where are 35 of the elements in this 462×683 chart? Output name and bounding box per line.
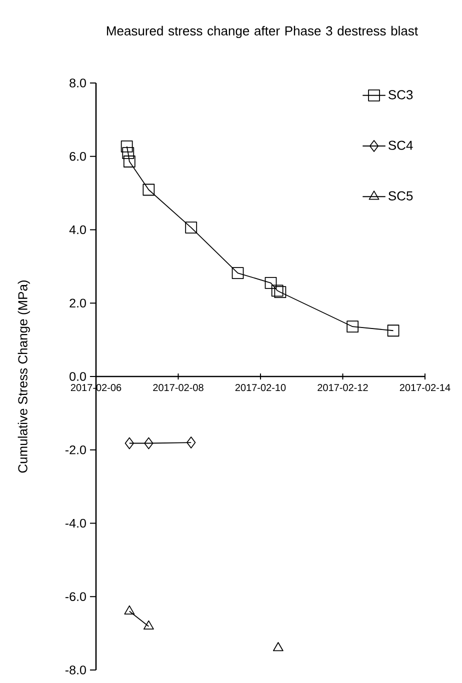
point bbox=[274, 286, 286, 298]
legend-label: SC5 bbox=[388, 191, 413, 200]
point bbox=[144, 437, 154, 450]
point bbox=[142, 184, 155, 196]
point bbox=[122, 147, 134, 160]
legend-label: SC3 bbox=[388, 90, 413, 100]
y-tick-label: -2.0 bbox=[65, 445, 86, 454]
y-tick-label: 2.0 bbox=[70, 298, 86, 308]
legend-label: SC4 bbox=[388, 140, 413, 150]
y-tick-label: -8.0 bbox=[65, 666, 86, 674]
point bbox=[143, 620, 154, 630]
y-tick-label: 8.0 bbox=[70, 78, 86, 88]
y-tick-label: -4.0 bbox=[65, 518, 86, 528]
point bbox=[120, 140, 133, 152]
chart-title: Measured stress change after Phase 3 destress blast bbox=[106, 26, 418, 38]
y-tick-label: 0.0 bbox=[70, 372, 86, 381]
point bbox=[346, 320, 359, 333]
point bbox=[271, 284, 284, 297]
point bbox=[232, 267, 244, 279]
x-tick-label: 2017-02-08 bbox=[153, 384, 204, 392]
point bbox=[387, 324, 400, 337]
point bbox=[185, 222, 198, 234]
x-tick-label: 2017-02-10 bbox=[235, 384, 286, 392]
point bbox=[124, 605, 135, 614]
point bbox=[124, 437, 134, 450]
point bbox=[123, 156, 136, 168]
x-tick-label: 2017-02-12 bbox=[318, 384, 368, 392]
point bbox=[264, 276, 277, 289]
y-tick-label: -6.0 bbox=[65, 592, 86, 602]
y-tick-label: 4.0 bbox=[69, 225, 86, 234]
x-tick-label: 2017-02-14 bbox=[400, 384, 450, 392]
y-axis-title: Cumulative Stress Change (MPa) bbox=[18, 280, 30, 473]
point bbox=[186, 436, 196, 448]
point bbox=[272, 642, 284, 652]
y-tick-label: 6.0 bbox=[70, 152, 86, 161]
